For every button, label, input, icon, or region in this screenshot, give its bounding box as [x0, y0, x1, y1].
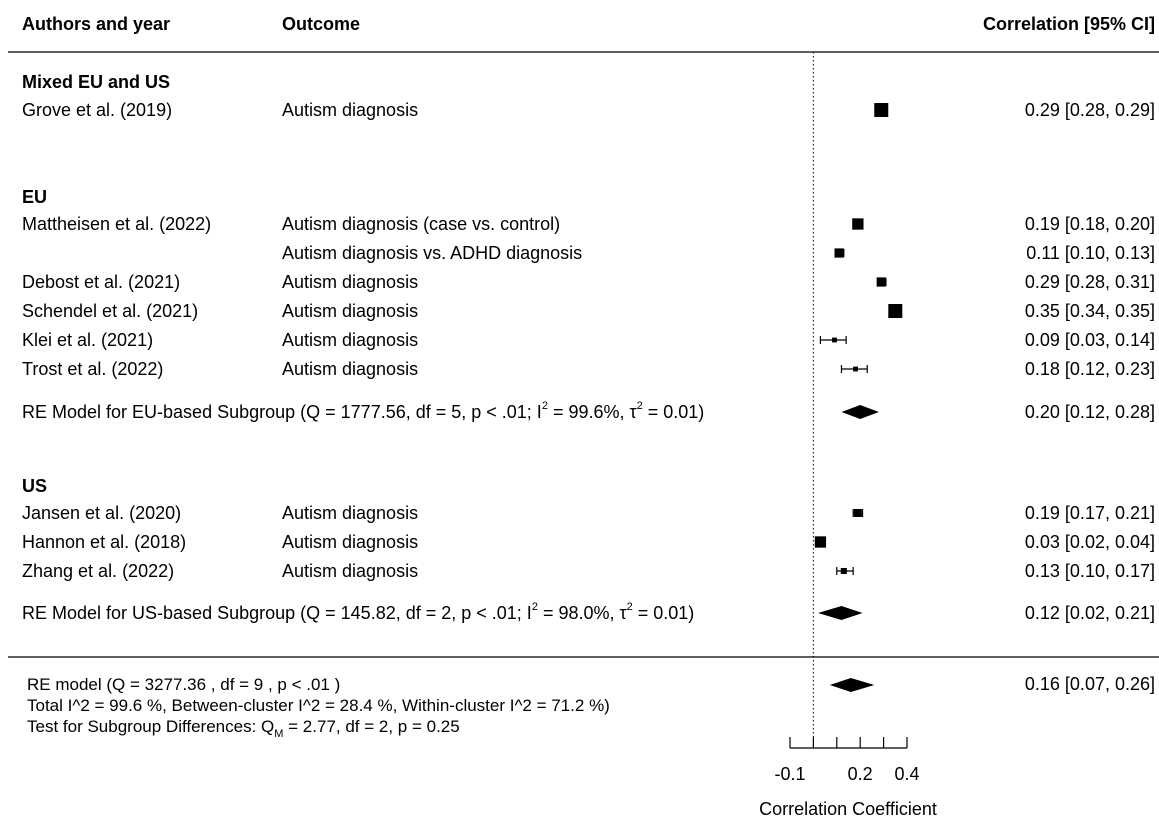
study-outcome: Autism diagnosis vs. ADHD diagnosis [282, 243, 582, 263]
header-estimate: Correlation [95% CI] [983, 14, 1155, 34]
study-outcome: Autism diagnosis [282, 272, 418, 292]
study-author: Schendel et al. (2021) [22, 301, 198, 321]
group-heading-eu: EU [22, 187, 47, 207]
eu-summary-value: 0.20 [0.12, 0.28] [1025, 402, 1155, 422]
study-row: Jansen et al. (2020) Autism diagnosis 0.19… [22, 503, 1155, 523]
study-row: Autism diagnosis vs. ADHD diagnosis 0.11 … [282, 243, 1155, 263]
point-estimate [876, 277, 886, 287]
study-outcome: Autism diagnosis [282, 330, 418, 350]
header-outcome: Outcome [282, 14, 360, 34]
point-estimate [853, 509, 862, 517]
study-outcome: Autism diagnosis [282, 301, 418, 321]
study-row: Grove et al. (2019) Autism diagnosis 0.29 … [22, 100, 1155, 120]
study-outcome: Autism diagnosis [282, 503, 418, 523]
point-estimate [840, 567, 847, 575]
study-outcome: Autism diagnosis [282, 561, 418, 581]
point-estimate [852, 218, 864, 230]
group-heading-us: US [22, 476, 47, 496]
study-author: Jansen et al. (2020) [22, 503, 181, 523]
group-heading-mixed: Mixed EU and US [22, 72, 170, 92]
x-axis: -0.1 0.2 0.4 [774, 737, 920, 784]
study-row: Mattheisen et al. (2022) Autism diagnosis… [22, 214, 1155, 234]
study-estimate-label: 0.19 [0.17, 0.21] [1025, 503, 1155, 523]
study-row: Hannon et al. (2018) Autism diagnosis 0.03… [22, 532, 1155, 552]
x-tick-label: 0.2 [848, 764, 873, 784]
study-author: Zhang et al. (2022) [22, 561, 174, 581]
point-estimate [874, 103, 889, 117]
point-estimate [853, 366, 858, 372]
x-tick-label: -0.1 [774, 764, 805, 784]
study-estimate-label: 0.13 [0.10, 0.17] [1025, 561, 1155, 581]
study-author: Grove et al. (2019) [22, 100, 172, 120]
study-author: Trost et al. (2022) [22, 359, 163, 379]
study-estimate-label: 0.11 [0.10, 0.13] [1026, 243, 1155, 263]
eu-summary-diamond [841, 405, 879, 419]
study-outcome: Autism diagnosis (case vs. control) [282, 214, 560, 234]
overall-line3: Test for Subgroup Differences: QM = 2.77… [27, 717, 460, 740]
study-estimate-label: 0.35 [0.34, 0.35] [1025, 301, 1155, 321]
study-estimate-label: 0.29 [0.28, 0.29] [1025, 100, 1155, 120]
study-author: Hannon et al. (2018) [22, 532, 186, 552]
study-estimate-label: 0.29 [0.28, 0.31] [1025, 272, 1155, 292]
overall-value: 0.16 [0.07, 0.26] [1025, 674, 1155, 694]
point-estimate [888, 304, 903, 318]
x-tick-label: 0.4 [894, 764, 919, 784]
study-row: Klei et al. (2021) Autism diagnosis 0.09 [… [22, 330, 1155, 350]
study-row: Trost et al. (2022) Autism diagnosis 0.18 … [22, 359, 1155, 379]
header-authors: Authors and year [22, 14, 170, 34]
study-author: Klei et al. (2021) [22, 330, 153, 350]
us-summary-label: RE Model for US-based Subgroup (Q = 145.… [22, 601, 694, 623]
study-estimate-label: 0.03 [0.02, 0.04] [1025, 532, 1155, 552]
us-summary-value: 0.12 [0.02, 0.21] [1025, 603, 1155, 623]
point-estimate [832, 337, 837, 343]
overall-line1: RE model (Q = 3277.36 , df = 9 , p < .01… [27, 675, 340, 694]
study-estimate-label: 0.18 [0.12, 0.23] [1025, 359, 1155, 379]
study-author: Mattheisen et al. (2022) [22, 214, 211, 234]
study-outcome: Autism diagnosis [282, 532, 418, 552]
overall-line2: Total I^2 = 99.6 %, Between-cluster I^2 … [27, 696, 610, 715]
study-outcome: Autism diagnosis [282, 359, 418, 379]
study-estimate-label: 0.19 [0.18, 0.20] [1025, 214, 1155, 234]
study-row: Zhang et al. (2022) Autism diagnosis 0.13 … [22, 561, 1155, 581]
study-row: Schendel et al. (2021) Autism diagnosis 0.… [22, 301, 1155, 321]
eu-summary-label: RE Model for EU-based Subgroup (Q = 1777… [22, 400, 704, 422]
study-row: Debost et al. (2021) Autism diagnosis 0.29… [22, 272, 1155, 292]
us-summary-diamond [818, 606, 863, 620]
x-axis-label: Correlation Coefficient [759, 799, 937, 819]
study-estimate-label: 0.09 [0.03, 0.14] [1025, 330, 1155, 350]
point-estimate [814, 536, 827, 548]
point-estimate [834, 248, 844, 258]
overall-diamond [829, 678, 875, 692]
study-rows: Grove et al. (2019) Autism diagnosis 0.29 … [22, 100, 1155, 581]
study-outcome: Autism diagnosis [282, 100, 418, 120]
study-author: Debost et al. (2021) [22, 272, 180, 292]
